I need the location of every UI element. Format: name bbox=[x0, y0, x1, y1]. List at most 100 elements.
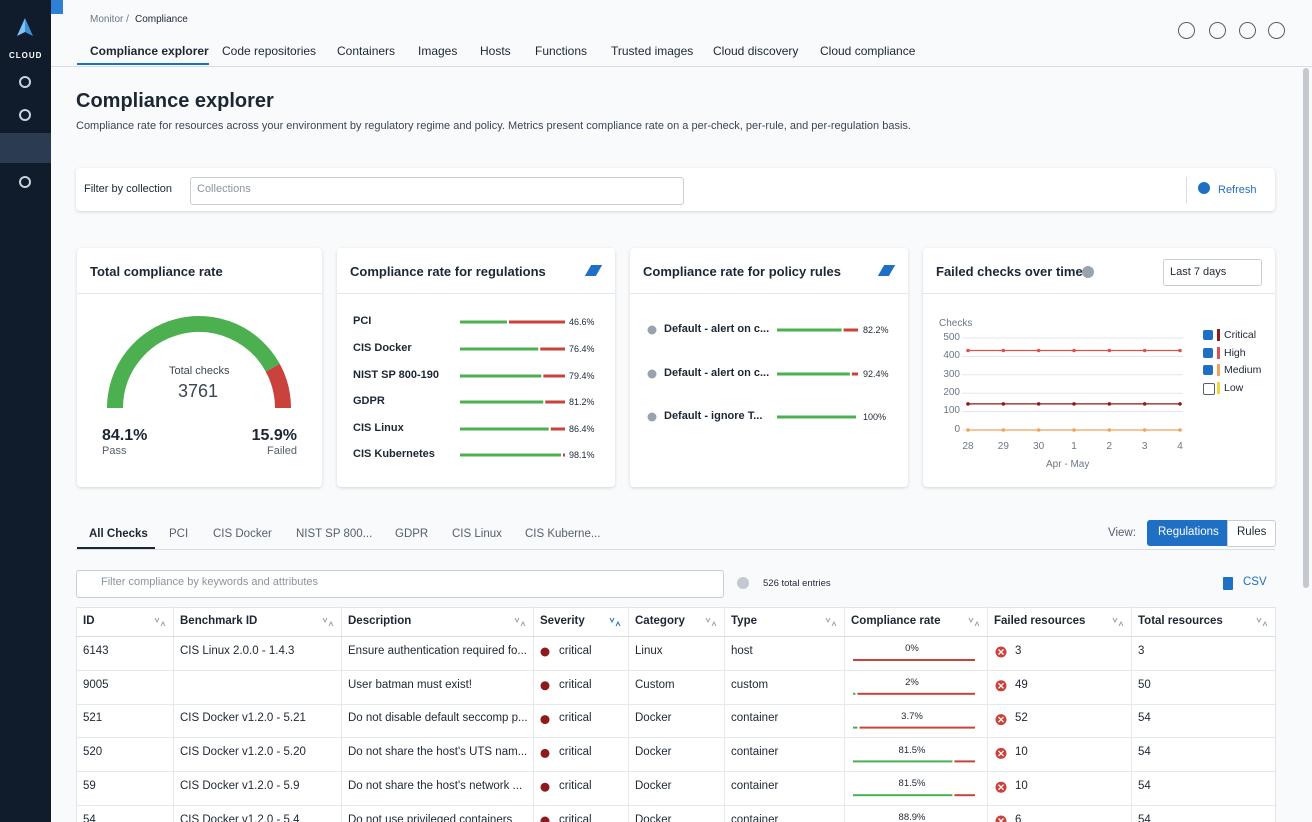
y-tick-label: 500 bbox=[930, 332, 960, 344]
table-cell: Custom bbox=[635, 679, 675, 693]
help-icon bbox=[1082, 266, 1094, 278]
tabs-border bbox=[76, 549, 1275, 550]
row-rate: 82.2% bbox=[863, 325, 889, 336]
failed-rate: 15.9% bbox=[0, 426, 297, 445]
nav-tab[interactable]: Images bbox=[418, 44, 457, 58]
nav-tab[interactable]: Cloud discovery bbox=[713, 44, 798, 58]
check-tab[interactable]: PCI bbox=[169, 528, 188, 542]
column-header[interactable]: ID bbox=[83, 615, 95, 629]
nav-tab[interactable]: Hosts bbox=[480, 44, 511, 58]
card-divider bbox=[923, 293, 1275, 294]
table-cell: Docker bbox=[635, 780, 671, 794]
y-tick-label: 400 bbox=[930, 350, 960, 362]
table-cell: Linux bbox=[635, 645, 663, 659]
row-rate: 79.4% bbox=[569, 371, 595, 382]
nav-tab[interactable]: Functions bbox=[535, 44, 587, 58]
failed-label: Failed bbox=[0, 445, 297, 458]
rate-label: 81.5% bbox=[851, 778, 973, 789]
nav-tab[interactable]: Containers bbox=[337, 44, 395, 58]
table-cell: 3 bbox=[1138, 645, 1144, 659]
collection-select[interactable] bbox=[190, 177, 684, 205]
legend-swatch bbox=[1217, 329, 1220, 341]
breadcrumb-current: Compliance bbox=[135, 14, 188, 26]
column-header[interactable]: Category bbox=[635, 615, 685, 629]
card-title: Total compliance rate bbox=[90, 264, 223, 280]
check-tab[interactable]: CIS Docker bbox=[213, 528, 272, 542]
table-cell: 54 bbox=[1138, 814, 1151, 822]
table-cell: 50 bbox=[1138, 679, 1151, 693]
table-cell: container bbox=[731, 814, 778, 822]
row-name: Default - alert on c... bbox=[664, 367, 769, 380]
column-header[interactable]: Benchmark ID bbox=[180, 615, 257, 629]
card-divider bbox=[337, 293, 615, 294]
legend-checkbox[interactable] bbox=[1203, 383, 1215, 395]
nav-tab[interactable]: Trusted images bbox=[611, 44, 693, 58]
view-option-label: Rules bbox=[1237, 526, 1266, 540]
table-cell: 521 bbox=[83, 712, 102, 726]
row-rate: 46.6% bbox=[569, 317, 595, 328]
legend-checkbox[interactable] bbox=[1203, 365, 1213, 375]
nav-tab[interactable]: Compliance explorer bbox=[90, 44, 209, 58]
nav-selected bbox=[0, 133, 51, 163]
card-title: Failed checks over time bbox=[936, 264, 1083, 280]
table-cell: Do not share the host's UTS nam... bbox=[348, 746, 527, 760]
row-border bbox=[76, 805, 1275, 806]
y-tick-label: 300 bbox=[930, 369, 960, 381]
card-divider bbox=[77, 293, 322, 294]
scrollbar bbox=[1303, 68, 1309, 588]
row-border bbox=[76, 771, 1275, 772]
card-title: Compliance rate for regulations bbox=[350, 264, 546, 280]
refresh-icon[interactable] bbox=[1198, 182, 1210, 194]
table-cell: critical bbox=[559, 814, 592, 822]
table-cell: Docker bbox=[635, 814, 671, 822]
row-name: CIS Docker bbox=[353, 342, 412, 355]
table-cell: Do not share the host's network ... bbox=[348, 780, 522, 794]
sidebar-toggle[interactable] bbox=[51, 0, 63, 14]
column-header[interactable]: Compliance rate bbox=[851, 615, 940, 629]
refresh-button[interactable]: Refresh bbox=[1218, 184, 1257, 197]
rate-label: 0% bbox=[851, 643, 973, 654]
csv-icon[interactable] bbox=[1223, 577, 1233, 590]
legend-checkbox[interactable] bbox=[1203, 348, 1213, 358]
check-tab[interactable]: All Checks bbox=[89, 528, 148, 542]
nav-tab[interactable]: Cloud compliance bbox=[820, 44, 915, 58]
tab-active-underline bbox=[77, 547, 155, 549]
page-title: Compliance explorer bbox=[76, 89, 274, 113]
column-header[interactable]: Failed resources bbox=[994, 615, 1085, 629]
header-border bbox=[76, 636, 1275, 637]
table-cell: critical bbox=[559, 746, 592, 760]
column-header[interactable]: Description bbox=[348, 615, 411, 629]
table-cell: critical bbox=[559, 679, 592, 693]
table-cell: Docker bbox=[635, 746, 671, 760]
row-rate: 98.1% bbox=[569, 450, 595, 461]
row-name: Default - ignore T... bbox=[664, 410, 762, 423]
check-tab[interactable]: CIS Linux bbox=[452, 528, 502, 542]
column-divider bbox=[341, 607, 342, 822]
header-icon[interactable] bbox=[1239, 22, 1256, 39]
header-icon[interactable] bbox=[1268, 22, 1285, 39]
view-label: View: bbox=[1108, 527, 1136, 541]
table-cell: 6143 bbox=[83, 645, 109, 659]
column-header[interactable]: Type bbox=[731, 615, 757, 629]
rate-label: 88.9% bbox=[851, 812, 973, 822]
legend-label: Low bbox=[1224, 382, 1243, 395]
column-header[interactable]: Total resources bbox=[1138, 615, 1223, 629]
table-cell: 59 bbox=[83, 780, 96, 794]
check-tab[interactable]: NIST SP 800... bbox=[296, 528, 372, 542]
header-icon[interactable] bbox=[1178, 22, 1195, 39]
table-cell: 9005 bbox=[83, 679, 109, 693]
check-tab[interactable]: CIS Kuberne... bbox=[525, 528, 600, 542]
csv-export[interactable]: CSV bbox=[1243, 576, 1267, 590]
nav-tab[interactable]: Code repositories bbox=[222, 44, 316, 58]
table-cell: 54 bbox=[1138, 780, 1151, 794]
table-cell: host bbox=[731, 645, 753, 659]
check-tab[interactable]: GDPR bbox=[395, 528, 428, 542]
refresh-divider bbox=[1186, 177, 1187, 203]
card-title: Compliance rate for policy rules bbox=[643, 264, 841, 280]
legend-checkbox[interactable] bbox=[1203, 330, 1213, 340]
rate-label: 3.7% bbox=[851, 711, 973, 722]
column-header[interactable]: Severity bbox=[540, 615, 585, 629]
column-divider bbox=[533, 607, 534, 822]
header-icon[interactable] bbox=[1209, 22, 1226, 39]
table-cell: 520 bbox=[83, 746, 102, 760]
